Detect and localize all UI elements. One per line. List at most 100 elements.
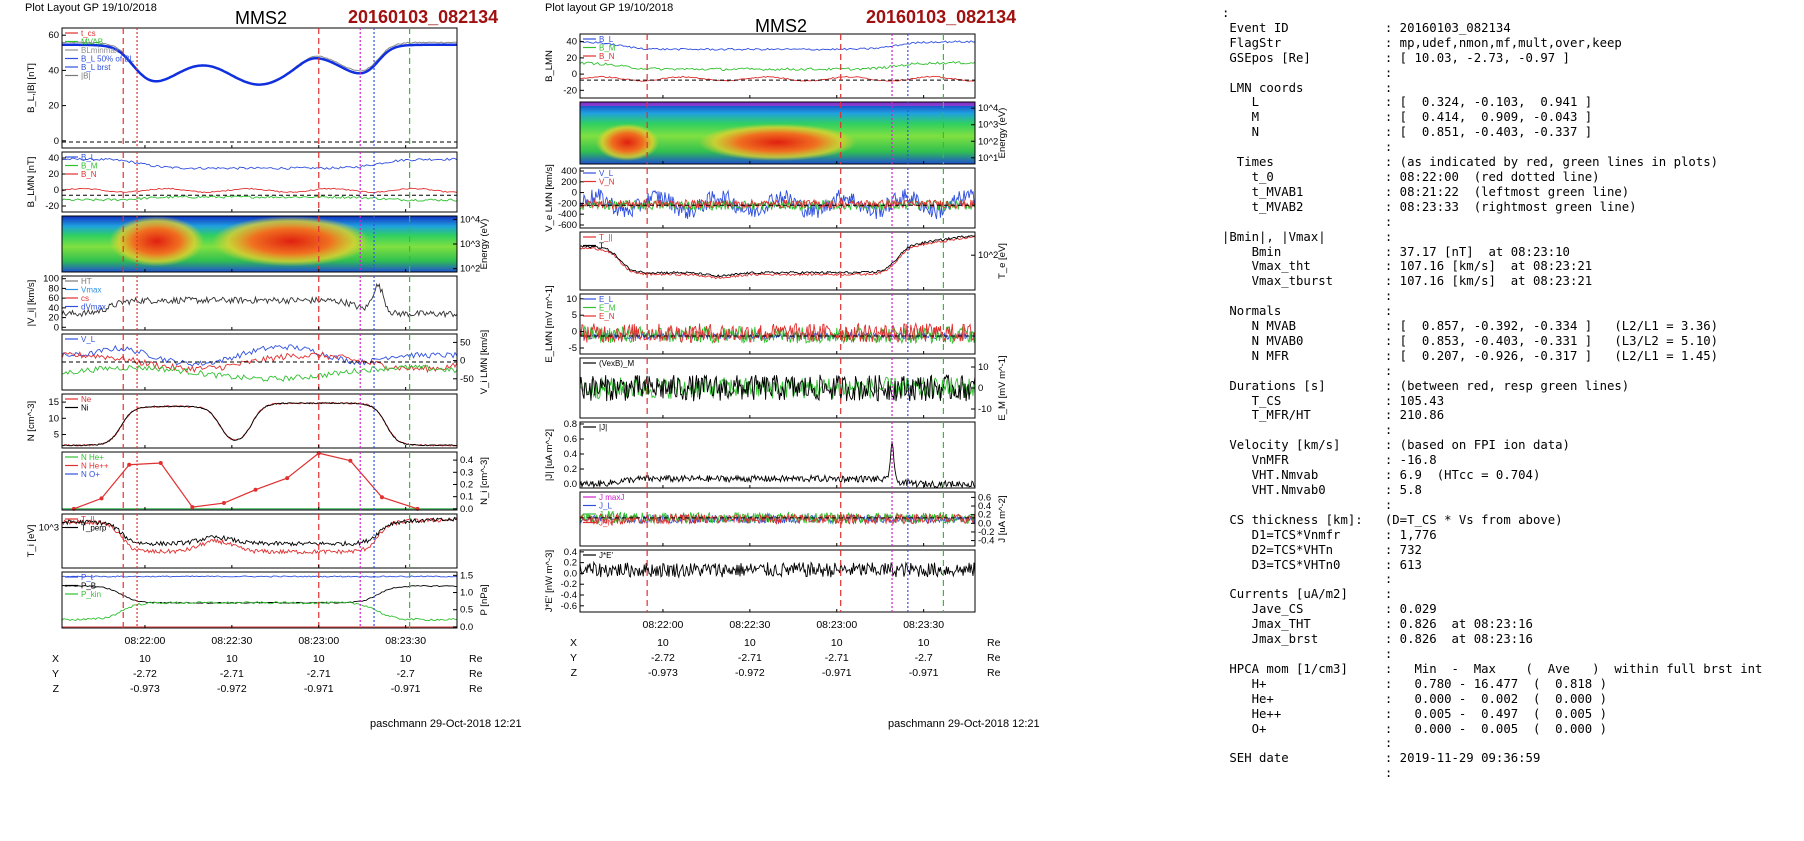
y-tick-label: 20 [48, 101, 59, 112]
trace-line [579, 61, 976, 72]
ephemeris-value: -2.71 [738, 652, 762, 664]
y-tick-label: 10^2 [978, 136, 998, 147]
y-axis-label: B_L,|B| [nT] [26, 63, 37, 113]
legend-entry: P_B [81, 582, 96, 591]
info-line: : [1222, 214, 1393, 229]
y-tick-label: 1.0 [460, 588, 473, 599]
y-tick-label: 0.3 [460, 467, 473, 478]
y-tick-label: -0.4 [978, 536, 994, 547]
panel-frame [579, 491, 976, 547]
info-line: Vmax_tburst : 107.16 [km/s] at 08:23:21 [1222, 274, 1593, 289]
y-tick-label: -600 [558, 220, 577, 231]
legend-entry: t_cs [81, 29, 96, 38]
info-line: Jave_CS : 0.029 [1222, 602, 1437, 617]
y-tick-label: 0.4 [460, 455, 473, 466]
left-event-id: 20160103_082134 [348, 7, 499, 27]
mid-panel-te: 10^2T_e [eV] T_||T [579, 231, 1008, 291]
info-line: M : [ 0.414, 0.909, -0.043 ] [1222, 110, 1593, 125]
trace-line [579, 321, 976, 344]
trace-line [579, 75, 976, 82]
legend-entry: Vmax [81, 286, 101, 295]
legend-entry: E_M [599, 304, 616, 313]
legend-entry: |J| [599, 423, 607, 432]
ephemeris-value: -2.7 [915, 652, 933, 664]
data-point [190, 505, 195, 510]
legend-entry: J*E' [599, 551, 613, 560]
legend-entry: E_L [599, 295, 614, 304]
trace-line [61, 401, 458, 447]
info-line: D1=TCS*Vnmfr : 1,776 [1222, 527, 1437, 542]
mid-panel-je: 0.40.20.0-0.2-0.4-0.6 J*E' [nW m^-3] J*E' [544, 547, 976, 613]
info-line: N MFR : [ 0.207, -0.926, -0.317 ] (L2/L1… [1222, 348, 1719, 363]
y-tick-label: 0.0 [460, 504, 473, 515]
y-tick-label: 10^4 [460, 214, 480, 225]
legend-entry: V_N [599, 178, 615, 187]
legend-entry: P_kin [81, 590, 101, 599]
y-tick-label: 10^4 [978, 103, 998, 114]
panel-frame [61, 275, 458, 331]
trace-line [61, 585, 457, 604]
ephemeris-name: Y [52, 668, 59, 680]
legend-entry: |B| [81, 72, 91, 81]
trace-line [61, 157, 458, 170]
panel-frame [579, 549, 976, 613]
legend-entry: B_M [599, 44, 616, 53]
trace-line [579, 188, 976, 220]
panel-frame [579, 421, 976, 489]
legend-entry: cs [81, 294, 89, 303]
spectrogram-top-band [580, 102, 975, 106]
left-layout-label: Plot Layout GP 19/10/2018 [25, 2, 157, 14]
y-tick-label: 0.0 [564, 479, 577, 490]
left-panel-blmn: 40 20 0 -20 B_LMN [nT] B_LB_MB_N [26, 151, 458, 213]
data-point [348, 458, 353, 463]
y-tick-label: -0.4 [561, 590, 577, 601]
data-point [127, 462, 132, 467]
info-line: : [1222, 65, 1393, 80]
info-line: LMN coords : [1222, 80, 1393, 95]
mid-panel-jlmn: 0.60.40.20.0-0.2-0.4 J [uA m^-2] J maxJJ_L… [579, 491, 1008, 547]
legend-entry: Ne [81, 395, 92, 404]
info-line: : [1222, 646, 1393, 661]
info-line: : [1222, 289, 1393, 304]
panel-frame [61, 151, 458, 213]
ephemeris-name: X [570, 637, 577, 649]
trace-line [62, 43, 457, 86]
panel-frame [61, 393, 458, 449]
info-line: H+ : 0.780 - 16.477 ( 0.818 ) [1222, 676, 1607, 691]
legend-entry: T_|| [599, 233, 613, 242]
panel-frame [61, 513, 458, 569]
info-line: : [1222, 6, 1230, 20]
y-axis-label: E_LMN [mV m^-1] [544, 285, 555, 362]
y-tick-label: -0.2 [978, 527, 994, 538]
legend-entry: T [599, 242, 604, 251]
info-line: Jmax_brst : 0.826 at 08:23:16 [1222, 632, 1533, 647]
y-tick-label: 10 [978, 362, 989, 373]
y-tick-label: 0.1 [460, 492, 473, 503]
ephemeris-unit: Re [469, 683, 483, 695]
mid-panel-elmn: 10 5 0 -5 E_LMN [mV m^-1] E_LE_ME_N [544, 285, 976, 363]
y-tick-label: 10 [566, 294, 577, 305]
trace-line [61, 601, 458, 622]
y-axis-label: J*E' [nW m^-3] [544, 550, 555, 612]
mid-panel-j: 0.8 0.6 0.4 0.2 0.0 |J| [uA m^-2] |J| [544, 419, 976, 490]
info-line: : [1222, 423, 1393, 438]
ephemeris-value: 10 [744, 637, 756, 649]
y-tick-label: 0.5 [460, 605, 473, 616]
info-line: L : [ 0.324, -0.103, 0.941 ] [1222, 95, 1593, 110]
trace-line [579, 235, 976, 278]
mid-panel-em: 10 0 -10 E_M [mV m^-1] (VexB)_M [579, 355, 1008, 421]
y-tick-label: 10^3 [39, 523, 59, 534]
y-tick-label: -20 [45, 201, 59, 212]
x-tick-label: 08:22:00 [125, 635, 166, 647]
y-tick-label: 20 [566, 53, 577, 64]
y-tick-label: -0.6 [561, 601, 577, 612]
trace-line [579, 374, 976, 402]
ephemeris-value: -2.71 [220, 668, 244, 680]
data-point [253, 487, 258, 492]
y-tick-label: 5 [572, 310, 577, 321]
